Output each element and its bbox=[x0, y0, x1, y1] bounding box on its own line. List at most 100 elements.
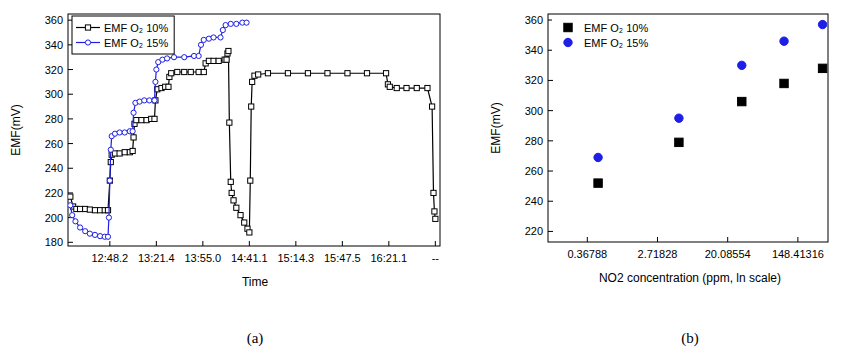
data-point bbox=[675, 114, 683, 122]
y-tick-label: 200 bbox=[45, 212, 63, 224]
x-tick bbox=[295, 241, 296, 246]
y-axis-label: EMF(mV) bbox=[9, 104, 23, 155]
y-tick-label: 180 bbox=[45, 236, 63, 248]
data-point bbox=[228, 179, 233, 184]
data-point bbox=[182, 69, 187, 74]
x-tick-label: 148.41316 bbox=[772, 248, 824, 260]
x-tick bbox=[388, 241, 389, 246]
data-point bbox=[220, 27, 225, 32]
data-point bbox=[223, 23, 228, 28]
x-tick-label: 2.71828 bbox=[638, 248, 678, 260]
x-tick bbox=[342, 241, 343, 246]
y-tick-label: 220 bbox=[45, 187, 63, 199]
data-point bbox=[201, 69, 206, 74]
data-point bbox=[166, 84, 171, 89]
data-point bbox=[211, 58, 216, 63]
legend: EMF O₂ 10% EMF O₂ 15% bbox=[72, 16, 174, 54]
data-point bbox=[171, 55, 176, 60]
y-tick-label: 360 bbox=[525, 14, 543, 26]
data-point bbox=[122, 130, 127, 135]
data-point bbox=[242, 220, 247, 225]
data-point bbox=[218, 35, 223, 40]
data-point bbox=[256, 72, 261, 77]
legend-box bbox=[72, 16, 174, 54]
x-tick-label: 20.08554 bbox=[705, 248, 751, 260]
y-tick bbox=[68, 168, 73, 169]
data-point bbox=[249, 104, 254, 109]
data-point bbox=[92, 208, 97, 213]
data-point bbox=[92, 232, 97, 237]
data-point bbox=[188, 69, 193, 74]
data-point bbox=[196, 69, 201, 74]
data-point bbox=[196, 53, 201, 58]
data-point bbox=[226, 48, 231, 53]
data-point bbox=[238, 213, 243, 218]
data-point bbox=[134, 118, 139, 123]
y-tick-label: 320 bbox=[45, 64, 63, 76]
legend-label: EMF O₂ 15% bbox=[104, 37, 168, 49]
data-point bbox=[429, 104, 434, 109]
data-point bbox=[265, 71, 270, 76]
y-tick bbox=[68, 69, 73, 70]
legend-label: EMF O₂ 10% bbox=[584, 22, 648, 34]
data-point bbox=[248, 178, 253, 183]
chart: 2202402602803003203403600.367882.7182820… bbox=[489, 14, 828, 347]
data-point bbox=[105, 234, 110, 239]
data-point bbox=[780, 79, 788, 87]
data-point bbox=[675, 138, 683, 146]
data-point bbox=[325, 71, 330, 76]
data-point bbox=[224, 57, 229, 62]
data-point bbox=[432, 209, 437, 214]
data-point bbox=[68, 203, 73, 208]
legend-label: EMF O₂ 15% bbox=[584, 37, 648, 49]
x-tick bbox=[727, 237, 728, 242]
data-point bbox=[152, 98, 157, 103]
data-point bbox=[87, 207, 92, 212]
data-point bbox=[594, 153, 602, 161]
data-point bbox=[305, 71, 310, 76]
y-tick-label: 340 bbox=[45, 39, 63, 51]
data-point bbox=[387, 84, 392, 89]
y-tick-label: 260 bbox=[525, 165, 543, 177]
y-tick bbox=[68, 118, 73, 119]
y-tick-label: 300 bbox=[45, 88, 63, 100]
data-point bbox=[345, 71, 350, 76]
x-tick-label: 13:55.0 bbox=[184, 252, 221, 264]
x-tick bbox=[657, 237, 658, 242]
data-point bbox=[227, 120, 232, 125]
x-tick bbox=[156, 241, 157, 246]
x-tick-label: 0.36788 bbox=[567, 248, 607, 260]
x-tick bbox=[109, 241, 110, 246]
data-point bbox=[228, 21, 233, 26]
plot-frame bbox=[548, 14, 828, 242]
x-tick-label: 12:48.2 bbox=[91, 252, 128, 264]
data-point bbox=[130, 129, 135, 134]
data-point bbox=[169, 71, 174, 76]
chart: 18020022024026028030032034036012:48.213:… bbox=[9, 14, 440, 347]
data-point bbox=[164, 56, 169, 61]
y-tick bbox=[548, 80, 553, 81]
data-point bbox=[106, 215, 111, 220]
data-point bbox=[738, 97, 746, 105]
x-tick bbox=[202, 241, 203, 246]
y-axis-label: EMF(mV) bbox=[489, 102, 503, 153]
data-point bbox=[87, 231, 92, 236]
data-point bbox=[431, 190, 436, 195]
data-point bbox=[182, 55, 187, 60]
data-point bbox=[234, 205, 239, 210]
x-tick-label: 14:41.1 bbox=[231, 252, 268, 264]
y-tick-label: 360 bbox=[45, 14, 63, 26]
data-point bbox=[147, 98, 152, 103]
data-point bbox=[77, 206, 82, 211]
legend-label: EMF O₂ 10% bbox=[104, 22, 168, 34]
y-tick bbox=[68, 242, 73, 243]
series-line bbox=[70, 23, 246, 237]
y-tick-label: 280 bbox=[525, 135, 543, 147]
legend-box bbox=[552, 16, 654, 54]
series bbox=[594, 64, 827, 187]
y-tick-label: 240 bbox=[525, 195, 543, 207]
y-tick bbox=[68, 192, 73, 193]
y-tick bbox=[548, 201, 553, 202]
data-point bbox=[70, 213, 75, 218]
series bbox=[68, 48, 438, 235]
